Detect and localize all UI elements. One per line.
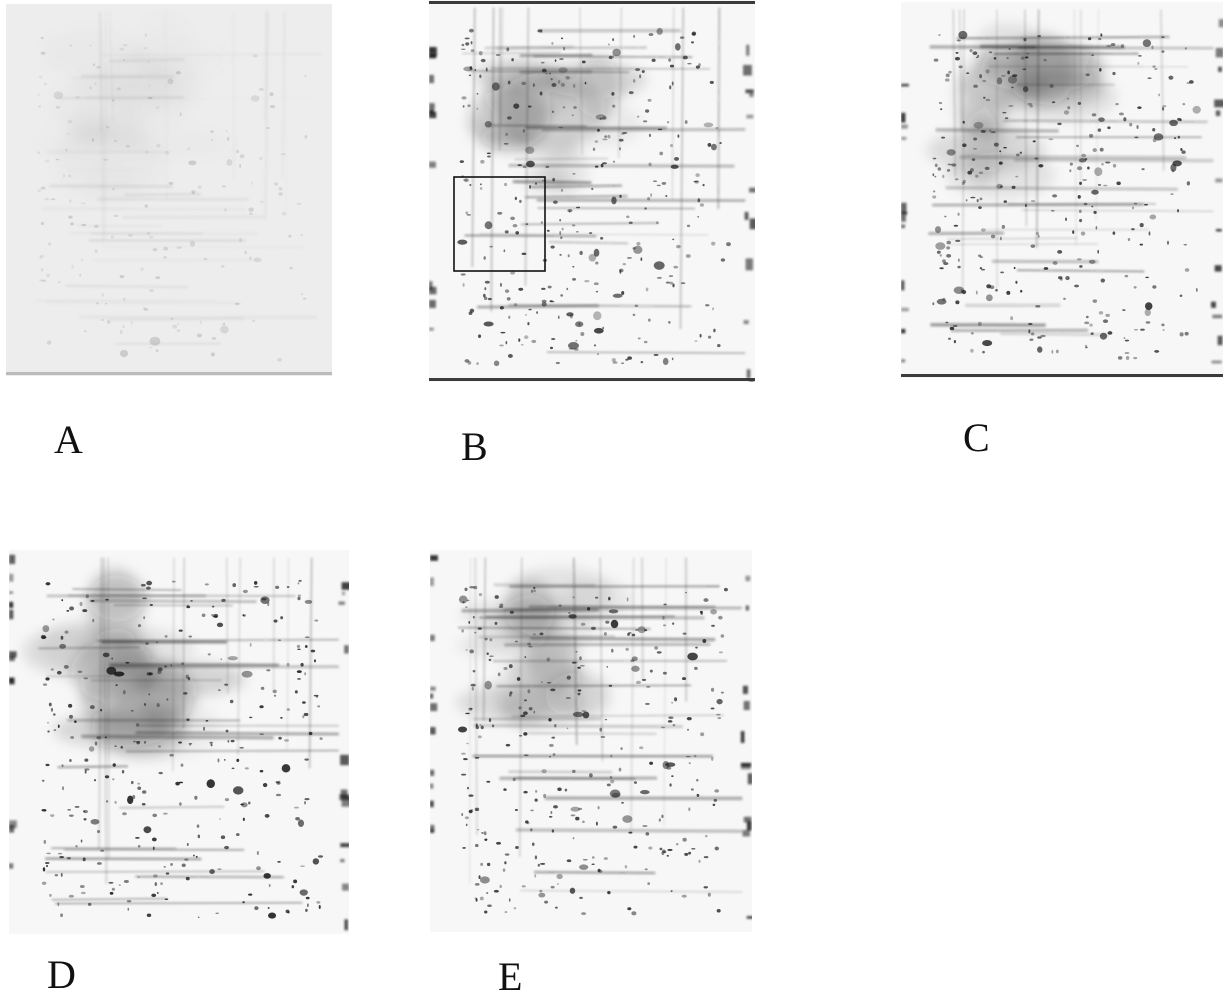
gel-bottom-edge (901, 374, 1223, 377)
panel-label-d: D (47, 955, 76, 995)
gel-top-edge (429, 1, 755, 4)
gel-svg-e (430, 550, 752, 932)
gel-svg-d (9, 550, 349, 934)
gel-svg-b (429, 0, 755, 382)
gel-bottom-edge (429, 378, 755, 381)
gel-image-b (429, 0, 755, 382)
gel-svg-a (6, 4, 332, 376)
panel-label-b: B (461, 427, 488, 467)
panel-label-c: C (963, 418, 990, 458)
gel-image-d (9, 550, 349, 934)
gel-image-e (430, 550, 752, 932)
gel-bottom-edge (6, 372, 332, 375)
panel-label-e: E (498, 957, 522, 997)
gel-image-a (6, 4, 332, 376)
gel-image-c (901, 2, 1223, 378)
panel-label-a: A (54, 420, 83, 460)
gel-svg-c (901, 2, 1223, 378)
